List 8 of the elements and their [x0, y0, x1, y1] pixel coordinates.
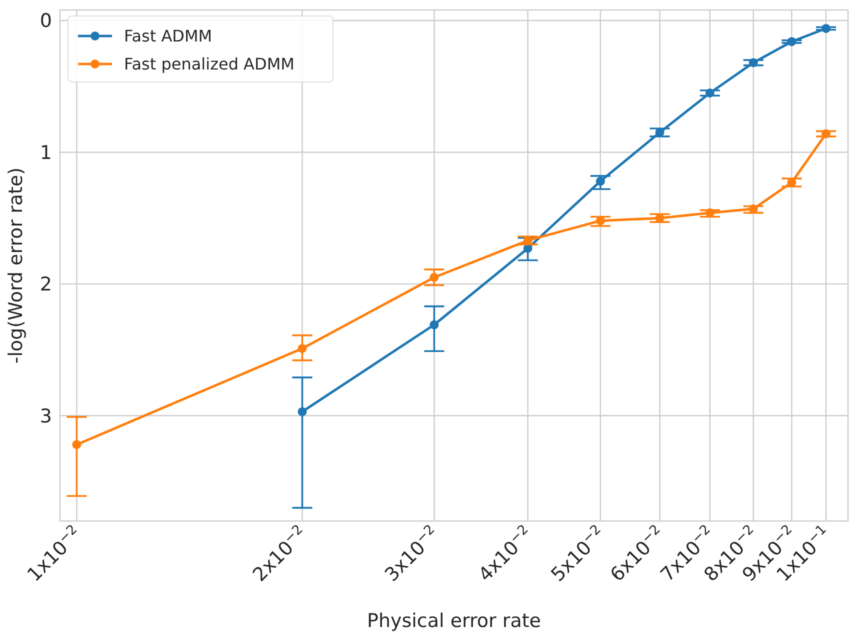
y-tick-label: 2: [40, 274, 52, 296]
y-tick-label: 0: [40, 10, 52, 32]
legend-label: Fast ADMM: [124, 26, 212, 46]
y-tick-label: 1: [40, 142, 52, 164]
y-axis-title: -log(Word error rate): [5, 167, 27, 364]
legend-label: Fast penalized ADMM: [124, 54, 294, 74]
x-axis-title: Physical error rate: [367, 610, 541, 632]
y-tick-label: 3: [40, 405, 52, 428]
